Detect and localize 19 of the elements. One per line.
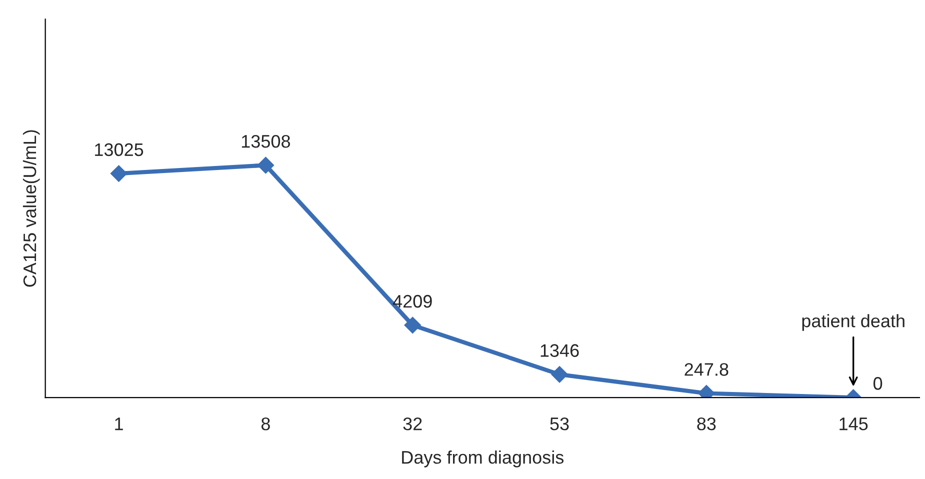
point <box>110 165 128 182</box>
data-label: 4209 <box>392 294 432 308</box>
x-axis-title: Days from diagnosis <box>402 450 564 468</box>
x-tick-label: 83 <box>697 417 716 430</box>
point <box>257 156 274 174</box>
x-tick-label: 8 <box>261 417 270 430</box>
x-tick-label: 32 <box>403 417 422 430</box>
annotation: patient death <box>802 314 904 331</box>
point <box>551 366 568 383</box>
x-tick-label: 1 <box>115 418 123 430</box>
data-label: 247.8 <box>684 363 728 376</box>
point <box>404 316 421 334</box>
data-label: 13508 <box>242 134 290 148</box>
x-tick-label: 53 <box>550 417 569 430</box>
x-tick-label: 145 <box>840 418 868 430</box>
data-label: 0 <box>873 377 882 390</box>
y-axis-title: CA125 value(U/mL) <box>22 130 40 287</box>
data-label: 1346 <box>540 344 579 357</box>
data-label: 13025 <box>95 143 144 156</box>
